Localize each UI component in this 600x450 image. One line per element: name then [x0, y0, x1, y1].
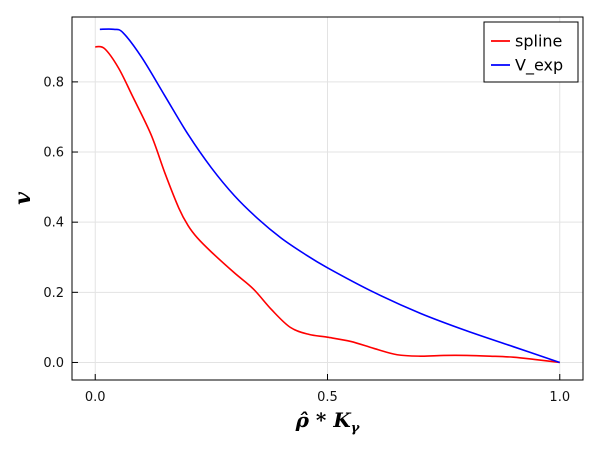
series-line-v-exp	[99, 28, 561, 364]
x-axis-label: ρ̂ * Kγ	[295, 408, 361, 436]
x-axis-label-main: ρ̂ * K	[295, 408, 353, 432]
series-line-spline	[95, 45, 560, 364]
x-tick-label: 1.0	[549, 390, 570, 405]
y-tick-label: 0.4	[43, 216, 64, 231]
y-axis-label: v	[10, 192, 36, 205]
legend-label: V_exp	[515, 56, 563, 76]
y-tick-label: 0.2	[43, 286, 64, 301]
ticks: 0.0 0.5 1.0 0.0 0.2 0.4 0.6 0.8	[43, 75, 570, 405]
legend-box	[483, 21, 579, 83]
x-tick-label: 0.5	[317, 390, 338, 405]
legend-label: spline	[515, 32, 562, 51]
series-layer	[95, 28, 561, 364]
y-tick-label: 0.0	[43, 356, 64, 371]
y-tick-label: 0.6	[43, 146, 64, 161]
x-axis-label-subscript: γ	[351, 421, 361, 436]
legend: spline V_exp	[483, 21, 579, 83]
y-tick-label: 0.8	[43, 75, 64, 90]
x-tick-label: 0.0	[85, 390, 106, 405]
